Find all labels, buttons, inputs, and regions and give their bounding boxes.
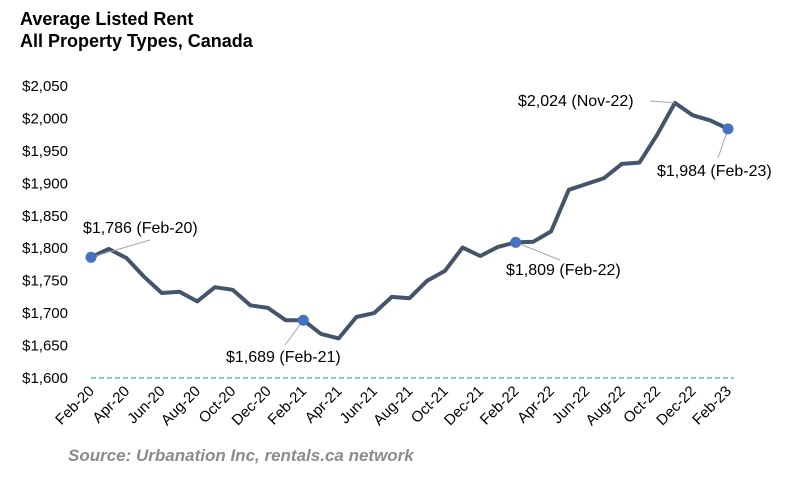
x-tick-label: Aug-22 (582, 383, 628, 429)
y-tick-label: $1,600 (22, 370, 68, 387)
x-tick-label: Aug-20 (158, 383, 204, 429)
y-tick-label: $1,800 (22, 240, 68, 257)
annotation-leader (515, 241, 561, 261)
y-tick-label: $1,700 (22, 305, 68, 322)
x-tick-label: Apr-21 (302, 383, 346, 427)
y-tick-label: $1,850 (22, 208, 68, 225)
annotation-label: $1,984 (Feb-23) (657, 163, 772, 180)
y-tick-label: $2,050 (22, 78, 68, 95)
y-tick-label: $1,650 (22, 338, 68, 355)
annotation-label: $1,786 (Feb-20) (83, 220, 198, 237)
x-tick-label: Feb-23 (689, 383, 735, 429)
chart-title-line-1: Average Listed Rent (20, 9, 194, 29)
x-tick-label: Aug-21 (370, 383, 416, 429)
x-tick-label: Apr-20 (89, 383, 133, 427)
series-line (89, 100, 730, 341)
y-tick-label: $1,750 (22, 273, 68, 290)
y-tick-label: $1,900 (22, 175, 68, 192)
x-tick-label: Dec-21 (441, 383, 487, 429)
x-tick-label: Feb-20 (52, 383, 98, 429)
annotation-label: $1,809 (Feb-22) (506, 262, 621, 279)
chart-title: Average Listed Rent All Property Types, … (20, 8, 253, 52)
x-tick-label: Dec-20 (229, 383, 275, 429)
data-point-marker (722, 123, 734, 135)
data-point-marker (297, 314, 309, 326)
x-tick-label: Feb-21 (265, 383, 311, 429)
annotation-label: $2,024 (Nov-22) (518, 93, 634, 110)
annotation-label: $1,689 (Feb-21) (226, 349, 341, 366)
source-note: Source: Urbanation Inc, rentals.ca netwo… (68, 446, 414, 465)
x-tick-label: Dec-22 (653, 383, 699, 429)
data-point-marker (85, 251, 97, 263)
data-point-marker (510, 236, 522, 248)
annotation-leader (90, 239, 151, 258)
y-tick-label: $1,950 (22, 143, 68, 160)
x-tick-label: Apr-22 (514, 383, 558, 427)
annotation-leader (649, 100, 675, 104)
x-tick-label: Feb-22 (477, 383, 523, 429)
chart-title-line-2: All Property Types, Canada (20, 31, 253, 51)
y-tick-label: $2,000 (22, 110, 68, 127)
